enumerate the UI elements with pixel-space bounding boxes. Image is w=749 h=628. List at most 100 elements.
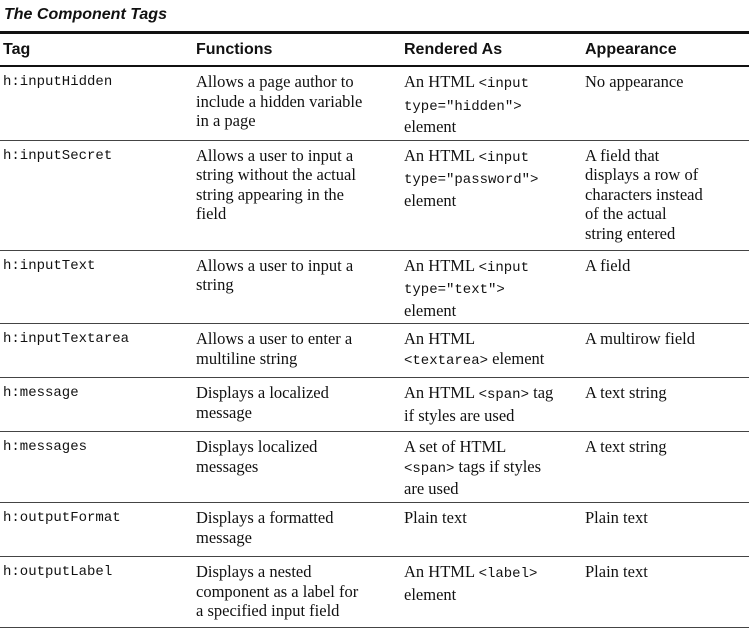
tag-cell: h:message bbox=[3, 385, 79, 401]
functions-cell: Displays localized messages bbox=[195, 432, 403, 503]
rendered-text: An HTML bbox=[404, 145, 479, 165]
tag-cell: h:inputHidden bbox=[3, 74, 113, 90]
table-row: h:inputText Allows a user to input a str… bbox=[0, 250, 749, 324]
rendered-as-cell: An HTML <label> element bbox=[403, 557, 584, 628]
rendered-as-cell: An HTML <input type="hidden"> element bbox=[403, 66, 584, 140]
functions-line: message bbox=[196, 402, 252, 422]
tag-cell: h:outputLabel bbox=[3, 564, 113, 580]
rendered-code: <input bbox=[478, 76, 529, 92]
appearance-line: Plain text bbox=[585, 508, 648, 527]
table-row: h:inputSecret Allows a user to input a s… bbox=[0, 140, 749, 250]
appearance-line: A field that bbox=[585, 145, 660, 165]
functions-cell: Allows a user to input a string without … bbox=[195, 140, 403, 250]
appearance-line: string entered bbox=[585, 223, 676, 243]
rendered-text: tag bbox=[528, 383, 554, 402]
functions-line: Displays a localized bbox=[196, 383, 329, 402]
table-row: h:outputLabel Displays a nested componen… bbox=[0, 557, 749, 628]
header-row: Tag Functions Rendered As Appearance bbox=[0, 32, 749, 66]
rendered-as-cell: A set of HTML <span> tags if styles are … bbox=[403, 432, 584, 503]
tag-cell: h:inputSecret bbox=[3, 147, 113, 164]
table-row: h:inputHidden Allows a page author to in… bbox=[0, 66, 749, 140]
functions-cell: Allows a user to enter a multiline strin… bbox=[195, 324, 403, 378]
tag-cell: h:outputFormat bbox=[3, 510, 121, 526]
rendered-code: <label> bbox=[478, 566, 538, 582]
functions-line: Allows a page author to bbox=[196, 72, 354, 91]
rendered-text: element bbox=[404, 117, 457, 136]
functions-cell: Displays a formatted message bbox=[195, 503, 403, 557]
appearance-line: A text string bbox=[585, 383, 667, 402]
functions-line: messages bbox=[196, 456, 259, 476]
rendered-code: <span> bbox=[404, 460, 455, 477]
rendered-text: An HTML bbox=[404, 383, 479, 402]
functions-cell: Displays a nested component as a label f… bbox=[195, 557, 403, 628]
functions-line: Displays a formatted bbox=[196, 508, 334, 527]
functions-cell: Allows a page author to include a hidden… bbox=[195, 66, 403, 140]
appearance-line: A multirow field bbox=[585, 329, 695, 348]
functions-cell: Displays a localized message bbox=[195, 378, 403, 432]
appearance-cell: Plain text bbox=[584, 557, 749, 628]
appearance-cell: A multirow field bbox=[584, 324, 749, 378]
appearance-line: displays a row of bbox=[585, 165, 699, 184]
appearance-cell: No appearance bbox=[584, 66, 749, 140]
column-header-functions: Functions bbox=[196, 40, 273, 58]
functions-line: Displays localized bbox=[196, 437, 318, 456]
appearance-line: Plain text bbox=[585, 562, 648, 581]
rendered-code: <span> bbox=[478, 387, 529, 403]
rendered-as-cell: An HTML <input type="text"> element bbox=[403, 250, 584, 324]
rendered-as-cell: An HTML <textarea> element bbox=[403, 324, 584, 378]
rendered-text: element bbox=[404, 584, 457, 604]
appearance-cell: A field that displays a row of character… bbox=[584, 140, 749, 250]
appearance-cell: A text string bbox=[584, 378, 749, 432]
functions-line: in a page bbox=[196, 111, 256, 130]
rendered-text: tags if styles bbox=[454, 456, 542, 476]
functions-line: component as a label for bbox=[196, 581, 359, 601]
rendered-text: Plain text bbox=[404, 508, 467, 527]
rendered-text: An HTML bbox=[404, 255, 479, 275]
appearance-line: of the actual bbox=[585, 204, 667, 223]
functions-line: Allows a user to input a bbox=[196, 255, 354, 275]
rendered-code: <textarea> bbox=[404, 352, 489, 369]
functions-line: Allows a user to input a bbox=[196, 145, 354, 165]
rendered-text: element bbox=[488, 348, 545, 368]
column-header-rendered-as: Rendered As bbox=[404, 40, 503, 58]
rendered-as-cell: An HTML <span> tag if styles are used bbox=[403, 378, 584, 432]
table-row: h:messages Displays localized messages A… bbox=[0, 432, 749, 503]
functions-cell: Allows a user to input a string bbox=[195, 250, 403, 324]
functions-line: field bbox=[196, 204, 227, 223]
tag-cell: h:inputText bbox=[3, 257, 96, 274]
rendered-code: type="hidden"> bbox=[404, 98, 522, 115]
rendered-code: <input bbox=[478, 149, 529, 166]
appearance-cell: A text string bbox=[584, 432, 749, 503]
functions-line: Allows a user to enter a bbox=[196, 329, 353, 348]
table-row: h:message Displays a localized message A… bbox=[0, 378, 749, 432]
appearance-line: A field bbox=[585, 255, 631, 275]
component-tags-table: Tag Functions Rendered As Appearance h:i… bbox=[0, 31, 749, 628]
rendered-text: are used bbox=[404, 479, 459, 498]
table-row: h:inputTextarea Allows a user to enter a… bbox=[0, 324, 749, 378]
functions-line: Displays a nested bbox=[196, 562, 312, 581]
rendered-text: A set of HTML bbox=[404, 437, 507, 456]
column-header-tag: Tag bbox=[3, 40, 31, 58]
rendered-text: element bbox=[404, 190, 457, 210]
functions-line: message bbox=[196, 527, 252, 547]
column-header-appearance: Appearance bbox=[585, 40, 677, 58]
rendered-text: if styles are used bbox=[404, 405, 515, 425]
rendered-text: element bbox=[404, 300, 457, 320]
rendered-text: An HTML bbox=[404, 72, 479, 91]
functions-line: multiline string bbox=[196, 348, 298, 368]
rendered-code: type="text"> bbox=[404, 282, 505, 298]
functions-line: string without the actual bbox=[196, 165, 356, 184]
appearance-line: characters instead bbox=[585, 184, 703, 204]
functions-line: string appearing in the bbox=[196, 184, 345, 204]
rendered-code: type="password"> bbox=[404, 172, 539, 188]
functions-line: a specified input field bbox=[196, 601, 340, 620]
rendered-text: An HTML bbox=[404, 329, 476, 348]
rendered-as-cell: An HTML <input type="password"> element bbox=[403, 140, 584, 250]
tag-cell: h:inputTextarea bbox=[3, 331, 130, 347]
rendered-code: <input bbox=[478, 259, 529, 276]
appearance-line: A text string bbox=[585, 437, 667, 456]
table-caption: The Component Tags bbox=[4, 6, 167, 23]
appearance-line: No appearance bbox=[585, 72, 684, 91]
appearance-cell: Plain text bbox=[584, 503, 749, 557]
rendered-as-cell: Plain text bbox=[403, 503, 584, 557]
